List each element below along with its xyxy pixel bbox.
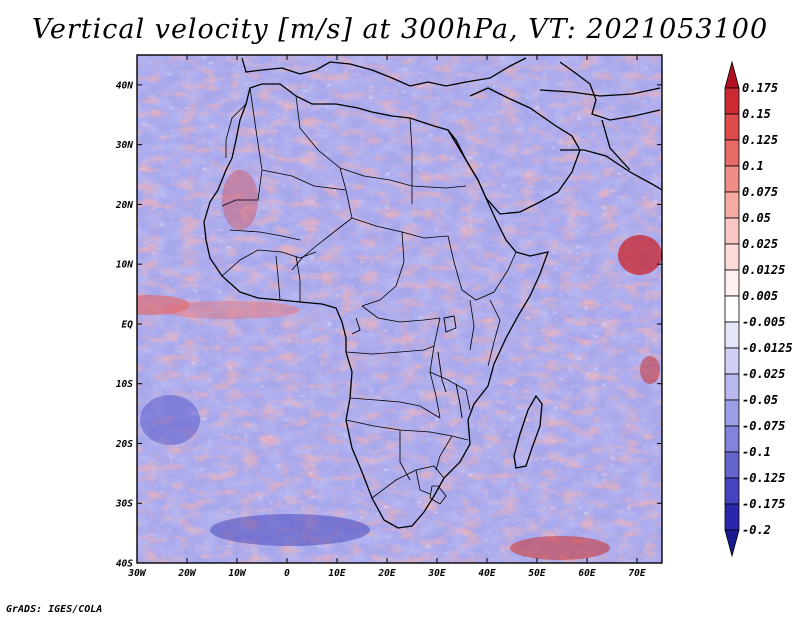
- colorbar-label: -0.0125: [742, 341, 793, 355]
- colorbar-label: 0.125: [742, 133, 778, 147]
- colorbar-swatch: [724, 295, 740, 323]
- lat-label: 30N: [115, 140, 133, 151]
- lon-label: 10E: [328, 568, 345, 579]
- latitude-axis: 40N 30N 20N 10N EQ 10S 20S 30S 40S: [115, 80, 133, 569]
- colorbar-max-triangle: [724, 60, 740, 89]
- grads-credit: GrADS: IGES/COLA: [6, 604, 103, 615]
- colorbar-label: 0.005: [742, 289, 778, 303]
- colorbar-label: -0.2: [742, 523, 771, 537]
- colorbar-swatch: [724, 269, 740, 297]
- colorbar-swatch: [724, 347, 740, 375]
- lon-label: 60E: [578, 568, 595, 579]
- colorbar-label: 0.15: [742, 107, 771, 121]
- lon-label: 40E: [478, 568, 495, 579]
- lon-label: 20E: [377, 568, 395, 579]
- lon-label: 70E: [628, 568, 645, 579]
- lat-label: 20N: [115, 200, 133, 211]
- colorbar-label: 0.025: [742, 237, 778, 251]
- colorbar-swatch: [724, 477, 740, 505]
- lon-label: 30E: [427, 568, 445, 579]
- lat-label: 40S: [116, 559, 133, 570]
- lon-label: 10W: [228, 568, 246, 579]
- lat-label: EQ: [122, 319, 134, 330]
- lat-label: 40N: [116, 80, 133, 91]
- lon-label: 50E: [528, 568, 545, 579]
- colorbar-swatch: [724, 399, 740, 427]
- colorbar-label: 0.05: [742, 211, 771, 225]
- longitude-axis: 30W 20W 10W 0 10E 20E 30E 40E 50E 60E 70E: [127, 568, 645, 579]
- colorbar-swatch: [724, 321, 740, 349]
- colorbar: [724, 60, 740, 558]
- map-title: Vertical velocity [m/s] at 300hPa, VT: 2…: [31, 14, 769, 45]
- colorbar-min-triangle: [724, 529, 740, 558]
- colorbar-label: 0.1: [742, 159, 764, 173]
- colorbar-label: -0.025: [742, 367, 785, 381]
- plot-frame: [136, 54, 663, 564]
- colorbar-swatch: [724, 503, 740, 531]
- colorbar-swatch: [724, 139, 740, 167]
- coastlines: [203, 57, 662, 529]
- lat-label: 30S: [115, 499, 133, 510]
- colorbar-label: -0.175: [742, 497, 785, 511]
- vertical-velocity-field: [137, 55, 662, 563]
- lakes: [351, 315, 463, 419]
- colorbar-label: -0.1: [742, 445, 771, 459]
- lat-label: 10N: [116, 260, 133, 271]
- colorbar-swatch: [724, 451, 740, 479]
- lat-label: 10S: [116, 379, 133, 390]
- colorbar-label: -0.005: [742, 315, 785, 329]
- colorbar-label: -0.05: [742, 393, 778, 407]
- lon-label: 0: [284, 568, 290, 579]
- lon-label: 30W: [127, 568, 146, 579]
- colorbar-swatch: [724, 425, 740, 453]
- colorbar-swatch: [724, 113, 740, 141]
- colorbar-labels: 0.175 0.15 0.125 0.1 0.075 0.05 0.025 0.0125 0.0…: [742, 81, 793, 537]
- colorbar-swatch: [724, 373, 740, 401]
- axis-ticks: [136, 55, 662, 564]
- colorbar-label: 0.075: [742, 185, 778, 199]
- colorbar-swatch: [724, 87, 740, 115]
- colorbar-label: 0.175: [742, 81, 778, 95]
- colorbar-label: -0.125: [742, 471, 785, 485]
- colorbar-swatch: [724, 217, 740, 245]
- colorbar-swatch: [724, 243, 740, 271]
- colorbar-label: -0.075: [742, 419, 785, 433]
- colorbar-swatch: [724, 165, 740, 193]
- lon-label: 20W: [177, 568, 196, 579]
- lat-label: 20S: [115, 439, 133, 450]
- colorbar-label: 0.0125: [742, 263, 785, 277]
- colorbar-swatch: [724, 191, 740, 219]
- country-borders: [221, 87, 517, 505]
